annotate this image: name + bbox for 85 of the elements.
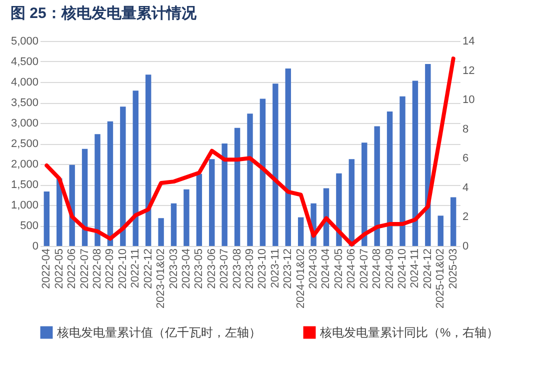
x-tick-label: 2024-10 bbox=[396, 248, 408, 289]
x-tick-label: 2023-11 bbox=[269, 248, 282, 288]
bar bbox=[247, 114, 253, 246]
bar bbox=[82, 148, 88, 246]
x-tick-label: 2024-05 bbox=[332, 248, 345, 289]
bar bbox=[107, 121, 114, 246]
x-tick-label: 2022-09 bbox=[104, 248, 116, 289]
bar bbox=[120, 106, 126, 246]
bar bbox=[412, 80, 418, 246]
x-tick-label: 2023-03 bbox=[168, 248, 180, 289]
x-tick-label: 2024-04 bbox=[320, 248, 332, 289]
x-tick-label: 2022-05 bbox=[53, 248, 66, 289]
legend-label: 核电发电量累计同比（%，右轴） bbox=[319, 326, 499, 340]
bar bbox=[425, 64, 431, 246]
x-tick-label: 2023-09 bbox=[244, 248, 256, 289]
y2-tick-label: 6 bbox=[462, 152, 469, 165]
y2-tick-label: 0 bbox=[462, 240, 469, 252]
y2-tick-label: 10 bbox=[462, 94, 475, 106]
bar bbox=[386, 112, 393, 246]
chart-title: 图 25：核电发电量累计情况 bbox=[10, 5, 198, 22]
legend-label: 核电发电量累计值（亿千瓦时，左轴） bbox=[56, 326, 261, 340]
line-series bbox=[44, 56, 456, 247]
bar bbox=[450, 197, 456, 246]
x-tick-label: 2022-04 bbox=[40, 248, 53, 289]
x-tick-label: 2022-07 bbox=[78, 248, 91, 289]
bar bbox=[222, 144, 228, 246]
bar bbox=[196, 174, 202, 246]
x-tick-label: 2023-05 bbox=[193, 248, 206, 289]
y-tick-label: 4,000 bbox=[10, 76, 38, 88]
x-tick-label: 2024-12 bbox=[422, 248, 434, 289]
y-tick-label: 3,500 bbox=[10, 97, 38, 109]
bar bbox=[260, 98, 266, 246]
bar bbox=[400, 96, 406, 246]
bar bbox=[348, 159, 355, 246]
y-tick-label: 0 bbox=[32, 240, 38, 252]
y-tick-label: 2,500 bbox=[10, 138, 38, 150]
bar bbox=[158, 218, 164, 246]
x-tick-label: 2022-06 bbox=[66, 248, 78, 289]
bar bbox=[336, 173, 342, 246]
y2-tick-label: 2 bbox=[462, 211, 469, 224]
bar bbox=[298, 217, 304, 246]
bar bbox=[285, 68, 291, 246]
y-tick-label: 500 bbox=[20, 220, 38, 232]
y-tick-label: 3,000 bbox=[10, 118, 38, 130]
x-tick-label: 2023-10 bbox=[256, 248, 269, 289]
x-tick-label: 2023-06 bbox=[206, 248, 218, 289]
bar bbox=[234, 128, 240, 246]
bar bbox=[374, 126, 380, 246]
bar bbox=[272, 84, 278, 246]
x-tick-label: 2023-08 bbox=[231, 248, 244, 289]
x-tick-label: 2024-11 bbox=[409, 248, 422, 288]
y-tick-label: 1,500 bbox=[10, 179, 38, 191]
x-tick-label: 2022-12 bbox=[142, 248, 154, 289]
x-tick-label: 2023-04 bbox=[180, 248, 192, 289]
y-tick-label: 5,000 bbox=[10, 36, 38, 48]
x-tick-label: 2023-01&02 bbox=[155, 248, 168, 308]
x-tick-label: 2024-03 bbox=[308, 248, 320, 289]
bar bbox=[145, 74, 152, 246]
x-tick-label: 2024-09 bbox=[384, 248, 396, 289]
bar bbox=[184, 189, 190, 246]
x-tick-label: 2023-12 bbox=[282, 248, 294, 289]
y-tick-label: 4,500 bbox=[10, 56, 38, 68]
bar bbox=[362, 142, 368, 246]
bar bbox=[94, 134, 100, 246]
bar bbox=[438, 216, 444, 246]
x-tick-label: 2023-07 bbox=[218, 248, 231, 289]
x-tick-label: 2024-07 bbox=[358, 248, 370, 289]
x-tick-label: 2024-01&02 bbox=[294, 248, 307, 308]
y-tick-label: 2,000 bbox=[10, 158, 38, 170]
y2-tick-label: 12 bbox=[462, 64, 475, 77]
bar bbox=[209, 159, 215, 246]
x-tick-label: 2022-08 bbox=[92, 248, 104, 289]
bar bbox=[132, 90, 138, 246]
bar bbox=[44, 191, 50, 246]
x-tick-label: 2022-11 bbox=[130, 248, 142, 288]
x-tick-label: 2024-06 bbox=[346, 248, 358, 289]
y2-tick-label: 8 bbox=[462, 123, 469, 136]
bar bbox=[170, 203, 177, 246]
x-tick-label: 2024-08 bbox=[371, 248, 384, 289]
y-tick-label: 1,000 bbox=[10, 200, 38, 212]
x-tick-label: 2022-10 bbox=[116, 248, 129, 289]
x-tick-label: 2025-01&02 bbox=[434, 248, 447, 308]
x-tick-label: 2025-03 bbox=[447, 248, 460, 289]
y2-tick-label: 4 bbox=[462, 182, 469, 194]
y2-tick-label: 14 bbox=[462, 36, 475, 48]
